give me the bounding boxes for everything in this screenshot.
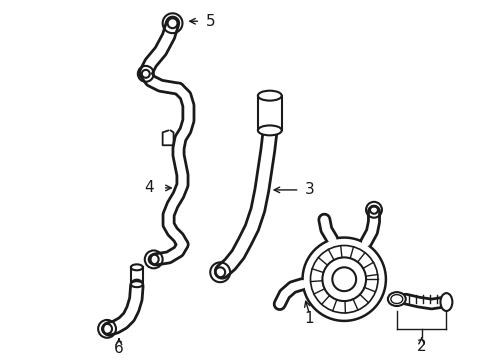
- Text: 5: 5: [205, 14, 215, 29]
- Circle shape: [322, 257, 366, 301]
- Text: 6: 6: [114, 341, 123, 356]
- Circle shape: [332, 267, 355, 291]
- Text: 3: 3: [304, 183, 314, 197]
- Text: 2: 2: [416, 339, 426, 354]
- Text: 1: 1: [304, 311, 314, 327]
- Ellipse shape: [387, 292, 405, 306]
- Ellipse shape: [257, 125, 281, 135]
- Text: 4: 4: [143, 180, 153, 195]
- Ellipse shape: [131, 264, 142, 270]
- Circle shape: [302, 238, 385, 321]
- Ellipse shape: [257, 91, 281, 100]
- Ellipse shape: [131, 281, 142, 287]
- Ellipse shape: [440, 293, 451, 311]
